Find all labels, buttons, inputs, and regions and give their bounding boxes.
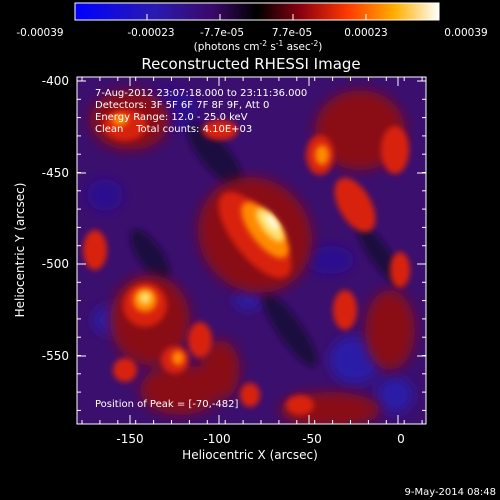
y-tick-label-0: -400 [42, 74, 69, 88]
colorbar [74, 2, 440, 21]
colorbar-tick-label-5: 0.00039 [444, 27, 487, 39]
footer-date: 9-May-2014 08:48 [404, 487, 496, 498]
info-line-energy: Energy Range: 12.0 - 25.0 keV [95, 112, 248, 123]
peak-position-label: Position of Peak = [-70,-482] [95, 399, 239, 410]
y-axis-label: Heliocentric Y (arcsec) [13, 183, 27, 318]
colorbar-tick-label-3: 7.7e-05 [272, 27, 312, 39]
x-tick-label-2: -50 [302, 432, 322, 446]
x-tick-label-1: -100 [203, 432, 230, 446]
colorbar-tick-label-2: -7.7e-05 [200, 27, 244, 39]
info-line-time: 7-Aug-2012 23:07:18.000 to 23:11:36.000 [95, 88, 307, 99]
info-line-clean: Clean Total counts: 4.10E+03 [95, 124, 252, 135]
colorbar-tick-label-4: 0.00023 [344, 27, 387, 39]
x-tick-label-3: 0 [397, 432, 405, 446]
x-axis-label: Heliocentric X (arcsec) [182, 448, 318, 462]
rhessi-image [77, 77, 426, 424]
colorbar-units: (photons cm-2 s-1 asec-2) [194, 39, 323, 53]
y-tick-label-2: -500 [42, 257, 69, 271]
colorbar-ticks [74, 14, 440, 20]
y-tick-label-1: -450 [42, 166, 69, 180]
y-tick-label-3: -550 [42, 349, 69, 363]
axis-ticks [77, 77, 426, 424]
x-tick-label-0: -150 [116, 432, 143, 446]
plot-title: Reconstructed RHESSI Image [141, 55, 360, 73]
plot-frame [76, 76, 427, 425]
colorbar-tick-label-1: -0.00023 [127, 27, 174, 39]
info-line-detectors: Detectors: 3F 5F 6F 7F 8F 9F, Att 0 [95, 100, 269, 111]
colorbar-tick-label-0: -0.00039 [16, 27, 63, 39]
